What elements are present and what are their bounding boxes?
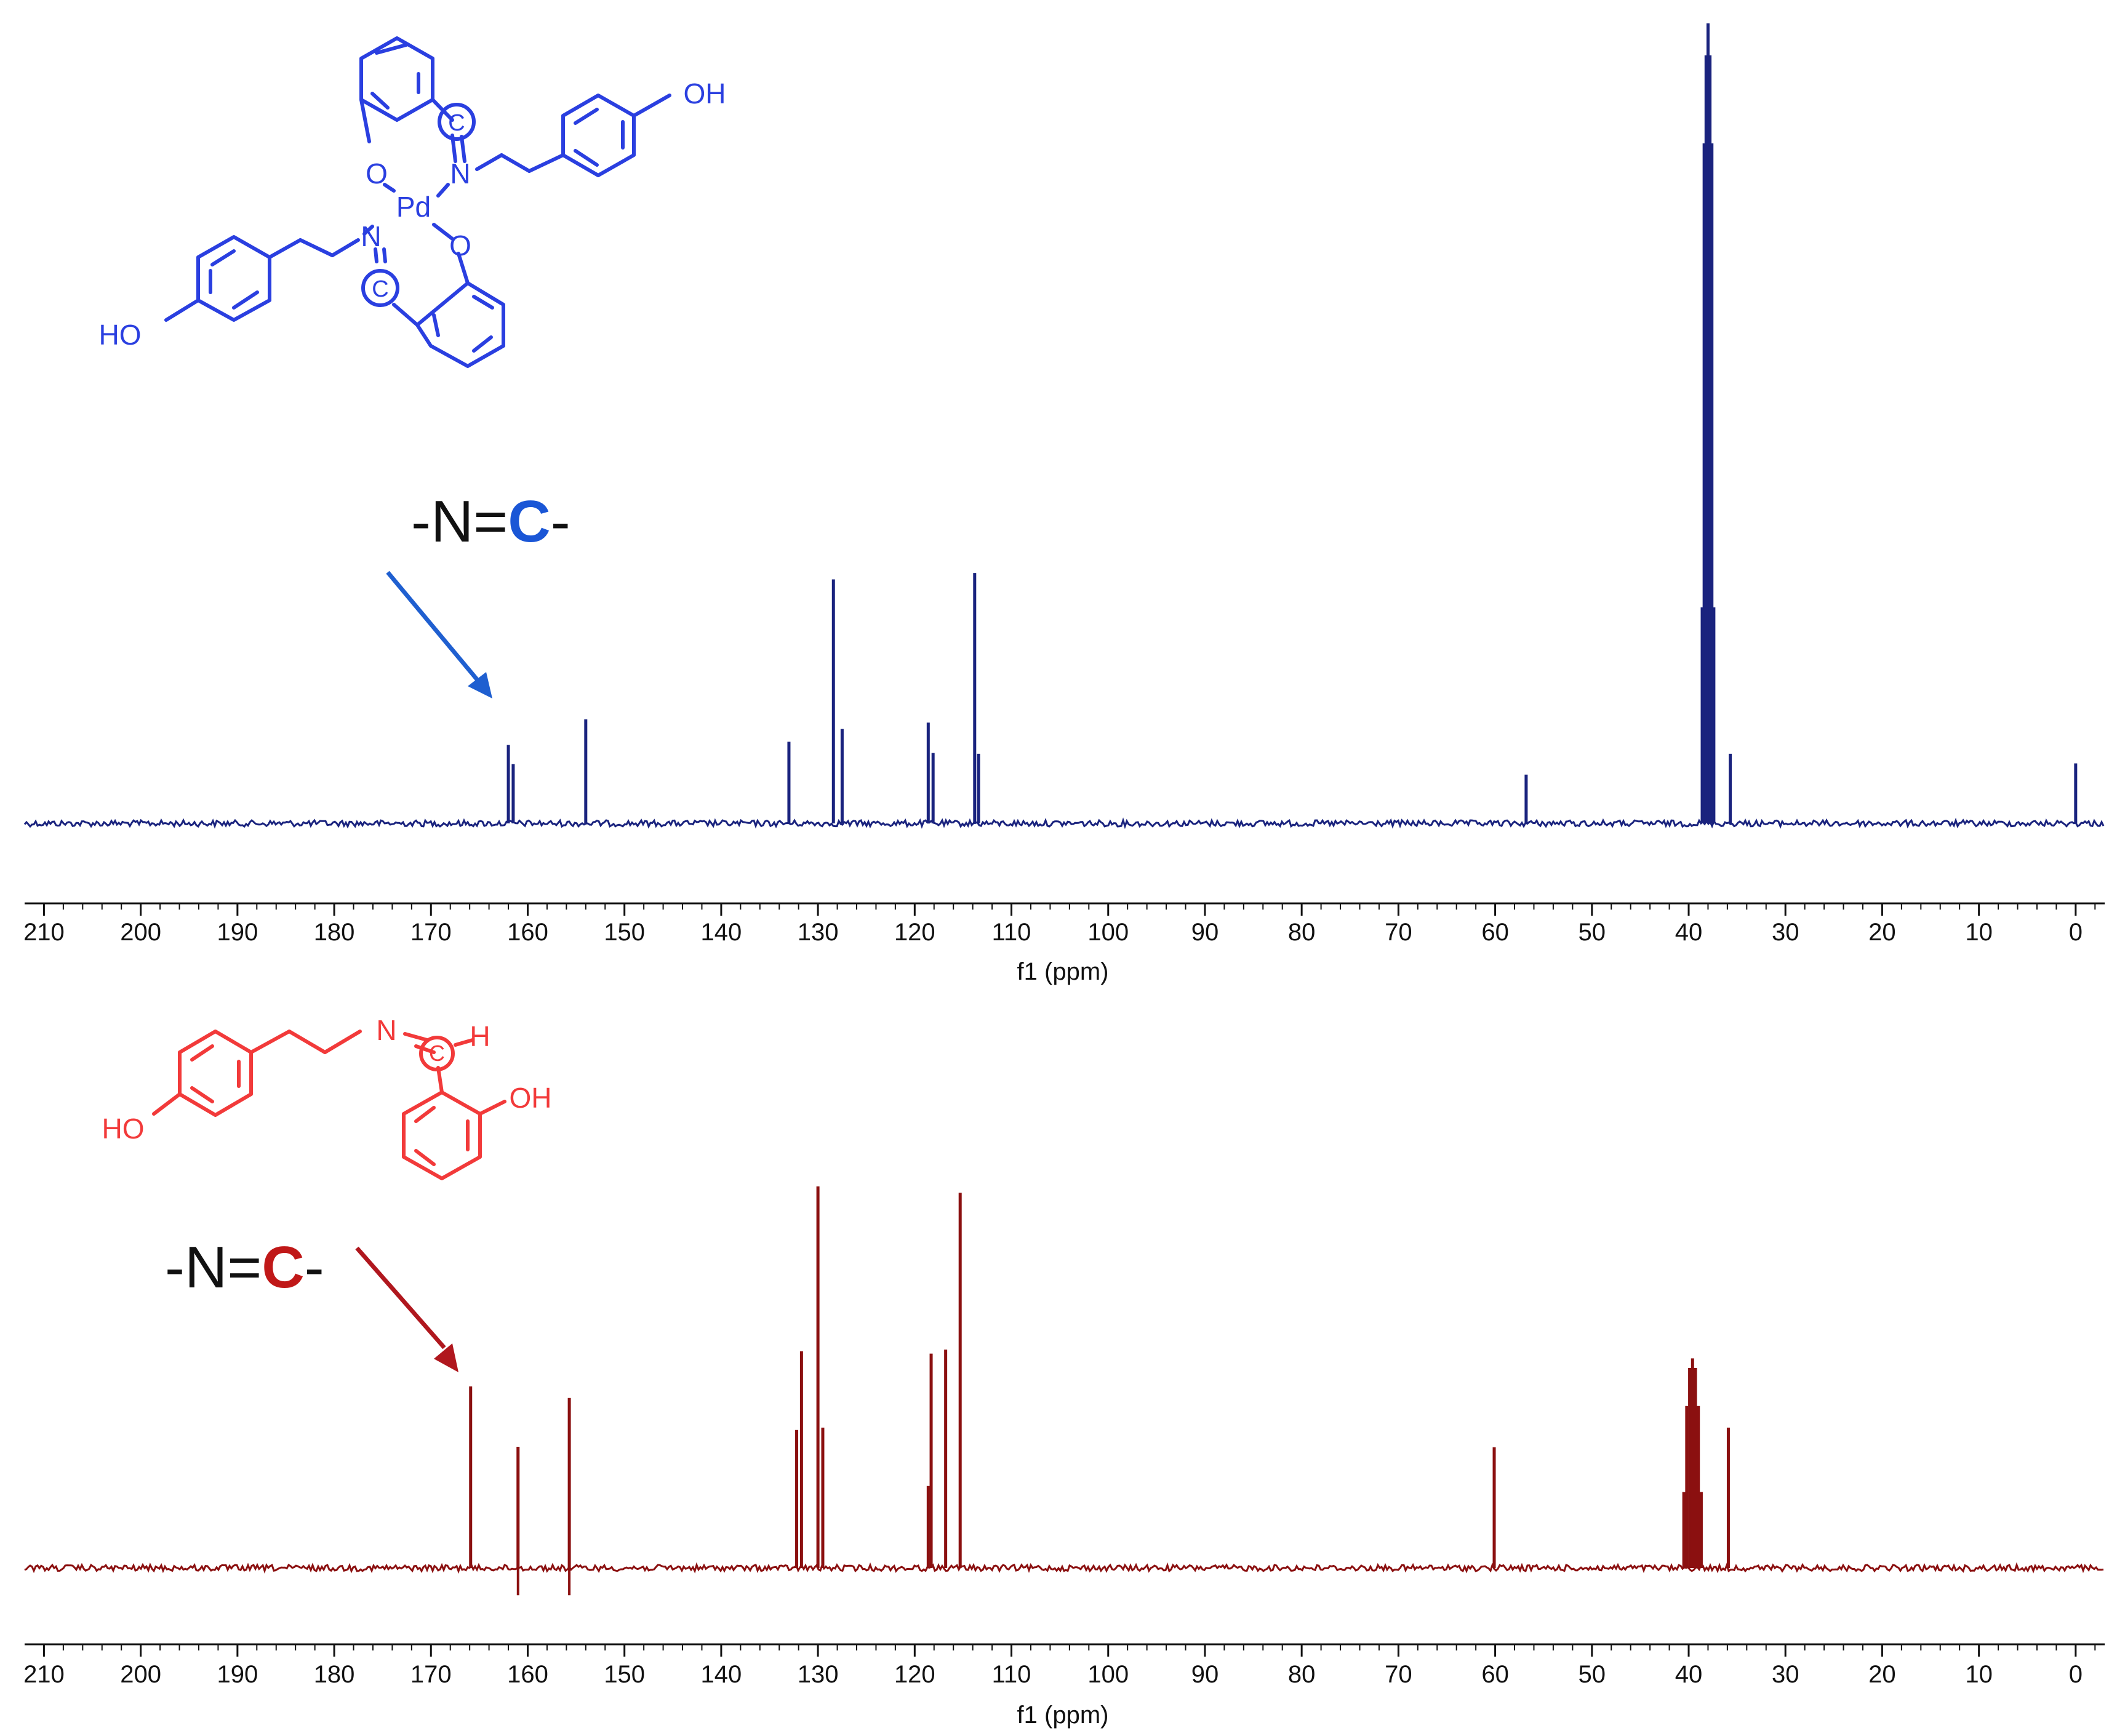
structure-label: O — [366, 158, 388, 190]
x-axis-tick-label: 0 — [2069, 1661, 2083, 1688]
x-axis-tick-label: 30 — [1772, 1661, 1799, 1688]
x-axis-tick-label: 190 — [217, 1661, 258, 1688]
structure-label: OH — [510, 1082, 552, 1114]
x-axis-tick-label: 210 — [23, 919, 65, 946]
x-axis-tick-label: 90 — [1191, 1661, 1219, 1688]
x-axis-tick-label: 40 — [1675, 919, 1703, 946]
x-axis-tick-label: 210 — [23, 1661, 65, 1688]
x-axis-tick-label: 120 — [894, 1661, 935, 1688]
x-axis-bottom: 210 200 190 180 170 160 150 140 130 120 110 100 90 80… — [23, 1643, 2105, 1688]
pd-complex-structure — [164, 36, 671, 368]
x-axis-tick-label: 80 — [1288, 919, 1316, 946]
x-axis-tick-label: 200 — [120, 1661, 161, 1688]
structure-label: HO — [102, 1113, 145, 1145]
imine-annotation-bottom: -N=C- — [165, 1234, 324, 1300]
x-axis-tick-label: 0 — [2069, 919, 2083, 946]
x-axis-tick-label: 30 — [1772, 919, 1799, 946]
x-axis-tick-label: 110 — [992, 1661, 1031, 1688]
imine-annotation-suffix: - — [305, 1234, 324, 1300]
x-axis-tick-label: 60 — [1481, 1661, 1509, 1688]
imine-annotation-carbon: C — [262, 1234, 304, 1300]
x-axis-tick-label: 80 — [1288, 1661, 1316, 1688]
structure-label: C — [372, 276, 388, 302]
x-axis-tick-label: 10 — [1965, 1661, 1993, 1688]
panel-top: OH O N Pd N O HO C C -N=C- 210 200 190 180 1… — [23, 23, 2105, 985]
structure-label: Pd — [396, 191, 431, 223]
x-axis-tick-label: 40 — [1675, 1661, 1703, 1688]
spectrum-bottom — [24, 1186, 2104, 1596]
structure-label: C — [448, 110, 465, 136]
imine-annotation-carbon: C — [508, 489, 550, 554]
structure-label: C — [429, 1041, 445, 1066]
ligand-structure-labels: H N HO OH C — [102, 1014, 552, 1145]
x-axis-label-bottom: f1 (ppm) — [1017, 1702, 1109, 1729]
x-axis-tick-label: 140 — [701, 1661, 742, 1688]
structure-label: N — [450, 158, 470, 190]
spectrum-top — [23, 23, 2105, 830]
structure-label: N — [376, 1014, 396, 1046]
imine-annotation-prefix: -N= — [165, 1234, 262, 1300]
x-axis-tick-label: 60 — [1481, 919, 1509, 946]
x-axis-tick-label: 100 — [1087, 919, 1129, 946]
x-axis-top: 210 200 190 180 170 160 150 140 130 120 110 100 90 80… — [23, 902, 2105, 946]
spectrum-baseline — [24, 1562, 2104, 1574]
x-axis-tick-label: 110 — [992, 919, 1031, 946]
x-axis-tick-label: 130 — [798, 919, 839, 946]
structure-label: N — [361, 220, 381, 252]
annotation-arrow — [386, 570, 492, 698]
ligand-structure — [152, 1030, 506, 1180]
imine-annotation: -N=C- — [411, 489, 570, 554]
x-axis-tick-label: 200 — [120, 919, 161, 946]
x-axis-tick-label: 70 — [1385, 1661, 1412, 1688]
x-axis-label-top: f1 (ppm) — [1017, 958, 1109, 985]
x-axis-tick-label: 10 — [1965, 919, 1993, 946]
x-axis-tick-label: 100 — [1087, 1661, 1129, 1688]
x-axis-tick-label: 70 — [1385, 919, 1412, 946]
x-axis-tick-label: 50 — [1579, 1661, 1606, 1688]
x-axis-tick-label: 190 — [217, 919, 258, 946]
x-axis-tick-label: 160 — [507, 1661, 548, 1688]
x-axis-tick-label: 50 — [1579, 919, 1606, 946]
spectrum-baseline — [23, 817, 2105, 830]
x-axis-tick-label: 180 — [314, 919, 355, 946]
x-axis-tick-label: 140 — [701, 919, 742, 946]
imine-annotation-suffix: - — [551, 489, 570, 554]
x-axis-tick-label: 180 — [314, 1661, 355, 1688]
x-axis-tick-label: 130 — [798, 1661, 839, 1688]
x-axis-tick-label: 170 — [410, 919, 452, 946]
x-axis-tick-label: 120 — [894, 919, 935, 946]
annotation-arrow-bottom — [355, 1246, 458, 1372]
x-axis-tick-label: 160 — [507, 919, 548, 946]
structure-label: HO — [99, 319, 142, 351]
structure-label: O — [449, 230, 471, 262]
imine-annotation-prefix: -N= — [411, 489, 508, 554]
x-axis-tick-label: 170 — [410, 1661, 452, 1688]
x-axis-tick-label: 150 — [604, 919, 645, 946]
x-axis-tick-label: 90 — [1191, 919, 1219, 946]
pd-complex-structure-labels: OH O N Pd N O HO C C — [99, 78, 726, 351]
structure-label: OH — [684, 78, 726, 110]
x-axis-tick-label: 20 — [1868, 1661, 1896, 1688]
structure-label: H — [470, 1020, 490, 1052]
x-axis-tick-label: 150 — [604, 1661, 645, 1688]
panel-bottom: H N HO OH C -N=C- 210 200 190 180 170 160 150 1… — [23, 1014, 2105, 1729]
x-axis-tick-label: 20 — [1868, 919, 1896, 946]
